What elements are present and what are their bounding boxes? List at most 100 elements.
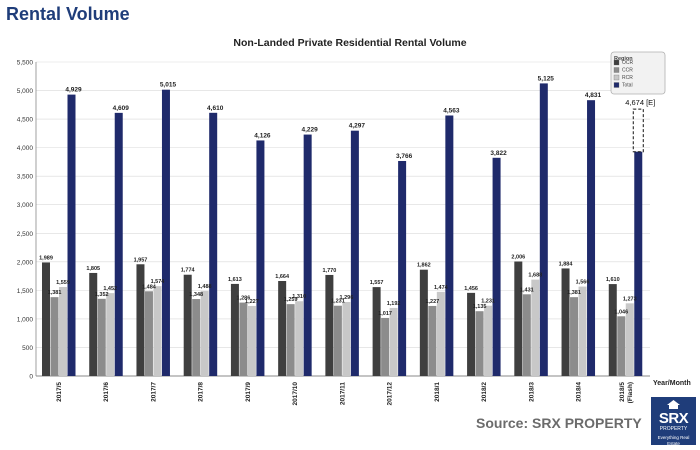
data-label: 4,126 [254, 132, 271, 139]
bar-ccr [475, 311, 484, 376]
data-label: 1,566 [576, 280, 590, 286]
bar-total [398, 160, 407, 376]
legend-title: Region [614, 56, 633, 62]
bar-ccr [97, 298, 106, 376]
bar-rcr [436, 291, 445, 376]
data-label: 1,664 [275, 274, 290, 280]
x-tick-label: 2017/7 [150, 382, 157, 402]
bar-ocr [467, 292, 476, 376]
x-tick-label: 2018/4 [576, 382, 583, 402]
bar-ccr [428, 305, 437, 376]
data-label: 1,381 [48, 290, 62, 296]
data-label: 4,929 [65, 87, 82, 94]
bar-rcr [153, 286, 162, 376]
data-label: 5,125 [538, 75, 555, 82]
chart-title: Non-Landed Private Residential Rental Vo… [233, 37, 466, 49]
bar-total [350, 130, 359, 376]
data-label: 1,484 [142, 284, 157, 290]
x-tick-label: 2017/12 [387, 382, 394, 406]
data-label: 4,229 [302, 127, 319, 134]
data-label: 1,231 [331, 299, 345, 305]
x-tick-label: 2017/8 [198, 382, 205, 402]
bar-rcr [578, 286, 587, 376]
bar-total [114, 112, 123, 377]
data-label: 1,774 [181, 268, 196, 274]
data-label: 1,957 [134, 257, 148, 263]
legend-swatch-ccr [613, 67, 620, 73]
bar-rcr [59, 286, 67, 376]
bar-ocr [514, 261, 523, 376]
bar-ccr [192, 299, 201, 376]
bar-ccr [333, 305, 342, 376]
y-tick-label: 5,500 [17, 60, 34, 67]
x-tick-label: 2017/10 [292, 382, 299, 406]
data-label: 1,862 [417, 263, 431, 269]
y-tick-label: 500 [22, 345, 33, 352]
data-label: 1,770 [323, 268, 337, 274]
bar-total [492, 157, 501, 376]
y-tick-label: 5,000 [17, 88, 34, 95]
x-tick-label: 2017/5 [56, 382, 63, 402]
bar-rcr [295, 301, 304, 376]
bar-total [67, 94, 76, 376]
data-label: 5,015 [160, 82, 177, 89]
data-label: 1,348 [189, 292, 203, 298]
x-axis: 2017/5 2017/6 2017/7 2017/8 2017/9 2017/10 201… [56, 382, 634, 406]
data-label: 1,989 [39, 255, 53, 261]
page-title: Rental Volume [6, 4, 130, 24]
data-label: 1,805 [86, 266, 100, 272]
x-tick-label: 2017/11 [339, 382, 346, 406]
y-tick-label: 3,500 [17, 174, 34, 181]
bar-ccr [381, 317, 390, 376]
bar-ccr [617, 316, 626, 376]
bar-ocr [230, 283, 239, 376]
bar-rcr [531, 279, 540, 376]
bar-rcr [484, 305, 493, 376]
bars [42, 83, 643, 377]
bar-ccr [286, 304, 295, 376]
logo-tagline: Everything Real Estate [657, 435, 690, 446]
y-tick-label: 4,000 [17, 145, 34, 152]
data-label: 1,192 [387, 301, 401, 307]
bar-ccr [144, 291, 153, 376]
x-tick-label: 2018/2 [481, 382, 488, 402]
bar-rcr [106, 293, 115, 376]
bar-ocr [372, 287, 381, 376]
data-label: 1,046 [614, 309, 628, 315]
bar-ocr [278, 281, 287, 376]
data-label: 1,135 [473, 304, 487, 310]
data-label: 2,006 [511, 254, 525, 260]
y-axis: 0 500 1,000 1,500 2,000 2,500 3,000 3,500 4,000 4… [17, 60, 37, 381]
data-label: 1,574 [151, 279, 166, 285]
data-label: 4,831 [585, 92, 602, 99]
legend-label-rcr: RCR [622, 75, 633, 81]
bar-ocr [183, 274, 192, 376]
data-label: 1,688 [528, 273, 542, 279]
data-label: 1,884 [559, 261, 574, 267]
bar-rcr [625, 303, 634, 376]
data-label: 1,259 [284, 297, 298, 303]
y-tick-label: 2,000 [17, 259, 34, 266]
x-tick-label: 2017/9 [245, 382, 252, 402]
data-label: 3,822 [490, 150, 507, 157]
bar-total [587, 100, 596, 376]
y-tick-label: 2,500 [17, 231, 34, 238]
bar-rcr [247, 305, 256, 376]
x-tick-label: 2018/5 [619, 382, 626, 402]
data-label: 1,474 [434, 285, 449, 291]
y-tick-label: 1,000 [17, 316, 34, 323]
data-label: 1,381 [567, 290, 581, 296]
data-label: 1,227 [245, 299, 259, 305]
legend-swatch-ocr [613, 59, 620, 66]
bar-total [634, 151, 643, 376]
bar-total [303, 134, 312, 376]
bar-ocr [89, 272, 98, 376]
data-label: 1,227 [425, 299, 439, 305]
data-label: 1,296 [340, 295, 354, 301]
bar-rcr [200, 291, 209, 376]
bar-ccr [570, 297, 579, 376]
bar-ocr [136, 264, 145, 376]
data-label: 1,231 [481, 299, 495, 305]
